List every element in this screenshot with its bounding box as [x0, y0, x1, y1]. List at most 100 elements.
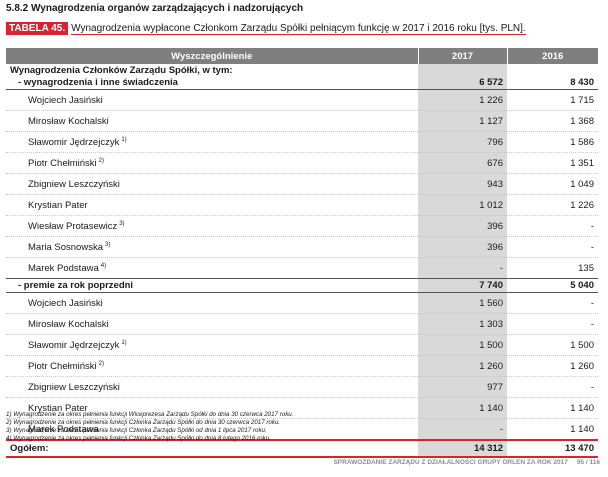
table-row: Maria Sosnowska 3) 396-	[6, 236, 598, 258]
header-description: Wyszczególnienie	[6, 48, 419, 64]
section-header-2017	[418, 64, 507, 76]
person-name: Wiesław Protasewicz 3)	[6, 215, 418, 237]
footnote: 1) Wynagrodzenie za okres pełnienia funk…	[6, 411, 294, 418]
section-header-label: Wynagrodzenia Członków Zarządu Spółki, w…	[10, 64, 233, 76]
group-row: - wynagrodzenia i inne świadczenia 6 572 8…	[6, 76, 598, 90]
section-header-row: Wynagrodzenia Członków Zarządu Spółki, w…	[6, 64, 598, 76]
person-name: Sławomir Jędrzejczyk 1)	[6, 334, 418, 356]
value-2017: 676	[418, 152, 507, 174]
footnote-marker: 1)	[121, 339, 127, 346]
section-title: 5.8.2 Wynagrodzenia organów zarządzający…	[6, 3, 304, 14]
footer-page-number: 95 / 116	[576, 459, 600, 466]
table-row: Sławomir Jędrzejczyk 1) 1 500 1 500	[6, 334, 598, 356]
person-name: Zbigniew Leszczyński	[6, 376, 418, 398]
table-row: Zbigniew Leszczyński 977-	[6, 376, 598, 398]
value-2017: 1 500	[418, 334, 507, 356]
person-name-text: Marek Podstawa	[28, 423, 99, 435]
value-2017: 396	[418, 236, 507, 258]
footnote-marker: 2)	[98, 360, 104, 367]
value-2017: 1 140	[418, 397, 507, 419]
footnote-marker: 2)	[98, 157, 104, 164]
value-2016: 1 715	[507, 89, 598, 111]
value-2017: 1 127	[418, 110, 507, 132]
value-2017: 1 260	[418, 355, 507, 377]
value-2016: 1 351	[507, 152, 598, 174]
footnotes: 1) Wynagrodzenie za okres pełnienia funk…	[6, 411, 293, 443]
value-2017: -	[418, 418, 507, 441]
header-2016: 2016	[507, 48, 598, 64]
value-2016: -	[507, 313, 598, 335]
value-2017: 943	[418, 173, 507, 195]
total-label: Ogółem:	[6, 439, 418, 458]
person-name-text: Krystian Pater	[28, 199, 88, 211]
table-row: Sławomir Jędrzejczyk 1) 796 1 586	[6, 131, 598, 153]
person-name-text: Piotr Chełmiński	[28, 157, 97, 169]
person-name-text: Wojciech Jasiński	[28, 94, 103, 106]
footnote: 3) Wynagrodzenie za okres pełnienia funk…	[6, 427, 267, 434]
person-name-text: Marek Podstawa	[28, 262, 99, 274]
value-2016: -	[507, 236, 598, 258]
footnote-marker: 1)	[121, 136, 127, 143]
value-2016: 1 500	[507, 334, 598, 356]
total-2017: 14 312	[418, 439, 507, 458]
group-label: - wynagrodzenia i inne świadczenia	[6, 76, 418, 90]
person-name-text: Sławomir Jędrzejczyk	[28, 136, 120, 148]
table-row: Marek Podstawa 4) -135	[6, 257, 598, 279]
person-name-text: Piotr Chełmiński	[28, 360, 97, 372]
person-name: Wojciech Jasiński	[6, 89, 418, 111]
person-name: Piotr Chełmiński 2)	[6, 152, 418, 174]
person-name-text: Zbigniew Leszczyński	[28, 178, 120, 190]
person-name-text: Sławomir Jędrzejczyk	[28, 339, 120, 351]
value-2017: 396	[418, 215, 507, 237]
person-name-text: Wojciech Jasiński	[28, 297, 103, 309]
group-value-2016: 8 430	[507, 76, 598, 90]
footnote: 4) Wynagrodzenie za okres pełnienia funk…	[6, 435, 271, 442]
table-row: Wiesław Protasewicz 3) 396-	[6, 215, 598, 237]
footer-report-title: SPRAWOZDANIE ZARZĄDU Z DZIAŁALNOŚCI GRUP…	[333, 459, 568, 466]
value-2017: 1 226	[418, 89, 507, 111]
value-2017: 1 303	[418, 313, 507, 335]
value-2016: 1 368	[507, 110, 598, 132]
group-value-2017: 6 572	[418, 76, 507, 90]
table-row: Wojciech Jasiński 1 560-	[6, 292, 598, 314]
table-row: Krystian Pater 1 140 1 140	[6, 397, 598, 419]
person-name: Zbigniew Leszczyński	[6, 173, 418, 195]
table-row: Marek Podstawa -1 140	[6, 418, 598, 441]
table-body: Wynagrodzenia Członków Zarządu Spółki, w…	[6, 64, 598, 458]
footnote-marker: 3)	[119, 220, 125, 227]
table-row: Piotr Chełmiński 2) 1 260 1 260	[6, 355, 598, 377]
table-row: Wojciech Jasiński 1 226 1 715	[6, 89, 598, 111]
footnote-marker: 3)	[104, 241, 111, 248]
footnote: 2) Wynagrodzenie za okres pełnienia funk…	[6, 419, 281, 426]
value-2016: 135	[507, 257, 598, 279]
header-2017: 2017	[418, 48, 508, 64]
person-name-text: Krystian Pater	[28, 402, 88, 414]
person-name-text: Mirosław Kochalski	[28, 318, 109, 330]
table-row: Piotr Chełmiński 2) 676 1 351	[6, 152, 598, 174]
group-label: - premie za rok poprzedni	[6, 278, 418, 293]
value-2017: 977	[418, 376, 507, 398]
total-row: Ogółem: 14 312 13 470	[6, 439, 598, 458]
table-number-tag: TABELA 45.	[6, 22, 69, 35]
person-name: Mirosław Kochalski	[6, 110, 418, 132]
table-header-row: Wyszczególnienie 2017 2016	[6, 48, 598, 64]
table-row: Mirosław Kochalski 1 303-	[6, 313, 598, 335]
person-name: Maria Sosnowska 3)	[6, 236, 418, 258]
value-2016: 1 140	[507, 418, 598, 441]
person-name: Marek Podstawa 4)	[6, 257, 418, 279]
table-row: Zbigniew Leszczyński 943 1 049	[6, 173, 598, 195]
person-name-text: Wiesław Protasewicz	[28, 220, 118, 232]
value-2016: 1 226	[507, 194, 598, 216]
person-name: Sławomir Jędrzejczyk 1)	[6, 131, 418, 153]
person-name-text: Maria Sosnowska	[28, 241, 103, 253]
table-caption: TABELA 45. Wynagrodzenia wypłacone Członk…	[6, 22, 526, 35]
section-header-2016	[507, 64, 598, 76]
group-row: - premie za rok poprzedni 7 740 5 040	[6, 278, 598, 293]
person-name: Wojciech Jasiński	[6, 292, 418, 314]
value-2016: 1 586	[507, 131, 598, 153]
person-name: Krystian Pater	[6, 194, 418, 216]
value-2016: -	[507, 215, 598, 237]
value-2016: 1 260	[507, 355, 598, 377]
value-2016: -	[507, 376, 598, 398]
value-2017: -	[418, 257, 507, 279]
